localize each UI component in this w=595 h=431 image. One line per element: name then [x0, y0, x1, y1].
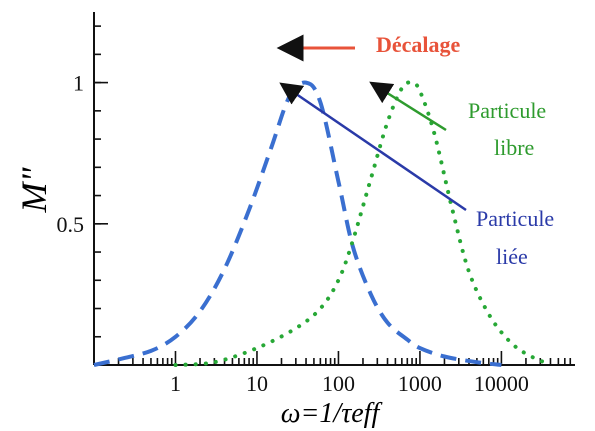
series-line-bound: [93, 80, 502, 367]
x-tick-label: 100: [322, 371, 355, 396]
x-tick-label: 10: [246, 371, 268, 396]
y-axis-label: M": [14, 167, 54, 214]
axes: [93, 12, 575, 366]
bound-annotation-line2: liée: [496, 244, 528, 269]
annotations: Décalage Particule libre Particule liée: [276, 32, 554, 269]
free-arrow: [369, 81, 447, 132]
shift-annotation: Décalage: [376, 32, 461, 57]
ticks: 1 10 100 1000 10000 0.5 1: [57, 71, 529, 396]
bound-arrow: [279, 82, 467, 212]
minor-ticks: [94, 25, 572, 365]
series-line-free: [173, 80, 553, 367]
bound-annotation-line1: Particule: [476, 206, 554, 231]
x-tick-label: 1: [170, 371, 181, 396]
x-tick-label: 1000: [398, 371, 442, 396]
series-layer: [93, 80, 553, 367]
y-tick-label: 0.5: [57, 212, 85, 237]
y-tick-label: 1: [73, 71, 84, 96]
labels: ω=1/τeff M": [14, 167, 382, 429]
x-axis-label: ω=1/τeff: [281, 398, 383, 429]
free-annotation-line2: libre: [494, 135, 534, 160]
x-tick-label: 10000: [474, 371, 529, 396]
free-annotation-line1: Particule: [468, 98, 546, 123]
